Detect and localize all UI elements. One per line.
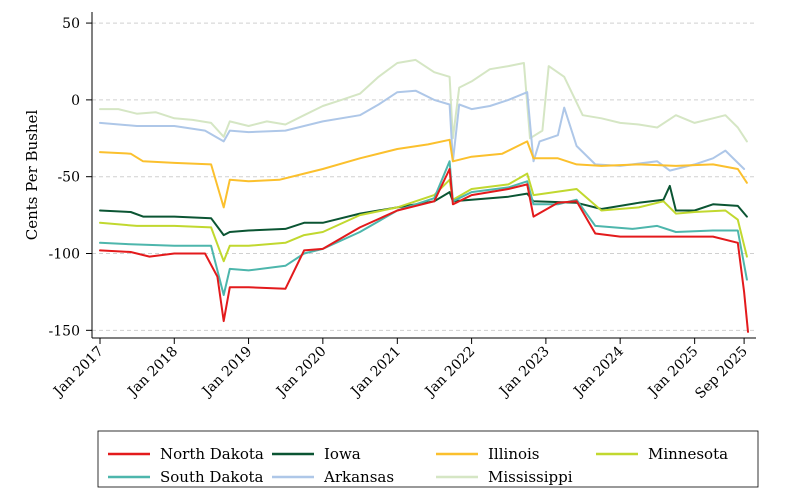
y-tick-label: -100 bbox=[49, 247, 80, 263]
x-tick-label: Jan 2018 bbox=[124, 344, 181, 401]
legend-label-illinois: Illinois bbox=[488, 445, 540, 463]
x-tick-label: Jan 2019 bbox=[198, 344, 255, 401]
series-line-south-dakota bbox=[99, 160, 748, 296]
x-tick-label: Jan 2017 bbox=[50, 344, 107, 401]
legend-label-arkansas: Arkansas bbox=[323, 468, 394, 486]
x-tick-label: Jan 2024 bbox=[570, 343, 627, 400]
x-tick-label: Jan 2021 bbox=[347, 344, 404, 401]
legend-label-minnesota: Minnesota bbox=[648, 445, 728, 463]
legend-box bbox=[97, 430, 759, 488]
y-tick-label: 50 bbox=[62, 16, 80, 32]
gridlines bbox=[92, 22, 756, 331]
x-tick-label: Sep 2025 bbox=[692, 344, 751, 403]
y-tick-label: 0 bbox=[71, 93, 80, 109]
series-line-arkansas bbox=[99, 89, 746, 172]
x-tick-label: Jan 2022 bbox=[421, 344, 478, 401]
legend-label-iowa: Iowa bbox=[324, 445, 361, 463]
series-line-north-dakota bbox=[99, 168, 749, 333]
legend: North Dakota Iowa Illinois Minnesota South D… bbox=[97, 430, 759, 488]
legend-label-mississippi: Mississippi bbox=[488, 468, 573, 486]
series-lines bbox=[99, 58, 749, 333]
x-tick-label: Jan 2020 bbox=[272, 344, 329, 401]
series-line-mississippi bbox=[99, 58, 748, 143]
y-ticks: 50 0 -50 -100 -150 bbox=[49, 16, 92, 339]
legend-label-south-dakota: South Dakota bbox=[160, 468, 264, 486]
y-tick-label: -50 bbox=[57, 170, 80, 186]
x-tick-label: Jan 2023 bbox=[495, 344, 552, 401]
x-ticks: Jan 2017 Jan 2018 Jan 2019 Jan 2020 Jan 2021… bbox=[50, 338, 751, 402]
y-tick-label: -150 bbox=[49, 323, 80, 339]
legend-label-north-dakota: North Dakota bbox=[160, 445, 264, 463]
axes bbox=[91, 12, 756, 339]
series-line-illinois bbox=[99, 138, 748, 209]
y-axis-label: Cents Per Bushel bbox=[23, 110, 41, 241]
